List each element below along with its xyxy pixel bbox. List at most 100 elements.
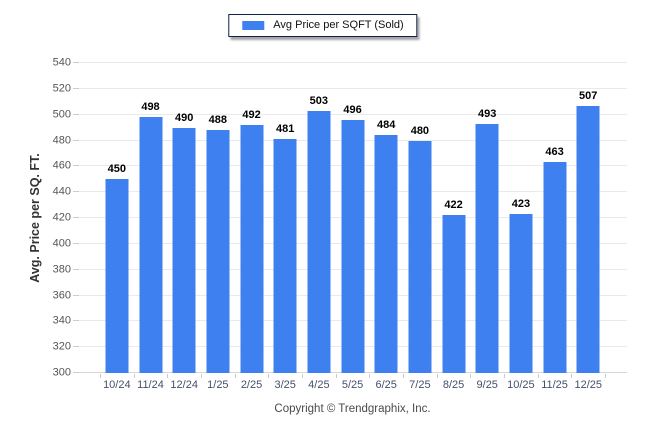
y-axis-tick-label: 460 (52, 159, 71, 172)
y-axis-tick-label: 440 (52, 185, 71, 198)
footer-text: Copyright © Trendgraphix, Inc. (274, 403, 431, 415)
bar-value-label: 498 (141, 101, 160, 114)
bar-slot: 423 (504, 63, 538, 373)
x-axis-tick-marks (100, 374, 606, 378)
y-axis-tick-mark (73, 113, 79, 115)
legend: Avg Price per SQFT (Sold) (228, 14, 418, 37)
bar-value-label: 493 (478, 107, 497, 120)
y-axis-tick-label: 380 (52, 263, 71, 276)
bar-slot: 496 (336, 63, 370, 373)
x-axis-tick-label: 2/25 (240, 379, 263, 391)
y-axis-tick-mark (73, 372, 79, 373)
bar-10/24 (105, 179, 129, 373)
y-axis-tick-label: 480 (52, 134, 71, 146)
x-axis-tick-mark (133, 374, 135, 378)
bar-slot: 490 (167, 63, 201, 373)
bar-slot: 484 (369, 63, 403, 373)
bar-slot: 492 (235, 63, 269, 373)
bar-5/25 (341, 119, 365, 373)
y-axis-tick-label: 540 (52, 56, 71, 69)
x-axis-tick-mark (369, 374, 371, 378)
y-axis-tick-label: 500 (52, 108, 71, 121)
y-axis-tick-labels: 300 320 340 360 380 400 420 440 460 480 500 520 540 (0, 57, 71, 378)
y-axis-tick-mark (73, 294, 79, 296)
x-axis-tick-label: 10/25 (507, 379, 535, 391)
x-axis-tick-label: 1/25 (207, 379, 229, 391)
y-axis-tick-mark (73, 62, 79, 63)
gridline (78, 113, 627, 115)
x-axis-tick-label: 7/25 (409, 379, 431, 391)
x-axis-tick-mark (571, 374, 573, 378)
x-axis-tick-label: 5/25 (341, 379, 364, 391)
bar-slot: 488 (201, 63, 235, 373)
bar-value-label: 484 (377, 119, 396, 132)
bar-slot: 503 (302, 63, 336, 373)
bars-container: 450 498 490 488 492 481 503 496 484 480 422 493 423 4… (100, 63, 605, 373)
x-axis-tick-label: 6/25 (375, 379, 397, 391)
x-axis-tick-label: 8/25 (442, 379, 465, 391)
y-axis-tick-mark (73, 242, 79, 244)
bar-slot: 507 (571, 63, 605, 373)
plot-area: 450 498 490 488 492 481 503 496 484 480 422 493 423 4… (73, 62, 627, 373)
bar-slot: 498 (134, 63, 168, 373)
y-axis-tick-mark (73, 139, 79, 141)
bar-slot: 422 (437, 63, 471, 373)
x-axis-tick-mark (605, 374, 606, 378)
x-axis-tick-mark (537, 374, 539, 378)
y-axis-tick-mark (73, 191, 79, 193)
x-axis-tick-mark (470, 374, 472, 378)
x-axis-tick-mark (504, 374, 505, 378)
legend-label: Avg Price per SQFT (Sold) (273, 19, 404, 31)
bar-12/25 (576, 105, 600, 373)
x-axis-tick-labels: 10/24 11/24 12/24 1/25 2/25 3/25 4/25 5/25 6/25 7… (100, 379, 605, 391)
bar-value-label: 490 (174, 111, 194, 124)
x-axis-tick-mark (403, 374, 404, 378)
bar-10/25 (509, 214, 533, 373)
bar-4/25 (307, 110, 331, 373)
y-axis-tick-mark (73, 320, 79, 322)
bar-value-label: 423 (511, 198, 531, 211)
y-axis-tick-label: 360 (52, 289, 71, 301)
y-axis-tick-label: 300 (52, 366, 71, 379)
x-axis-tick-mark (234, 374, 236, 378)
x-axis-tick-mark (167, 374, 169, 378)
bar-11/25 (543, 162, 567, 373)
bar-7/25 (408, 140, 432, 373)
bar-value-label: 481 (276, 123, 295, 136)
y-axis-tick-label: 340 (52, 314, 71, 327)
y-axis-tick-mark (73, 217, 79, 218)
y-axis-tick-label: 320 (52, 340, 71, 353)
bar-8/25 (442, 215, 466, 373)
bar-value-label: 496 (343, 103, 362, 116)
bar-3/25 (273, 139, 297, 373)
bar-12/24 (172, 127, 196, 373)
bar-6/25 (374, 135, 398, 373)
bar-slot: 493 (470, 63, 504, 373)
y-axis-tick-label: 400 (52, 237, 71, 250)
bar-11/24 (139, 117, 162, 373)
bar-value-label: 492 (242, 109, 261, 121)
bar-value-label: 463 (545, 146, 564, 159)
bar-9/25 (475, 123, 499, 373)
y-axis-tick-label: 420 (52, 211, 71, 224)
x-axis-tick-mark (302, 374, 303, 378)
y-axis-tick-mark (73, 87, 79, 89)
y-axis-tick-label: 520 (52, 82, 71, 95)
x-axis-tick-label: 11/25 (541, 379, 568, 391)
bar-slot: 480 (403, 63, 437, 373)
x-axis-tick-mark (268, 374, 270, 378)
x-axis-tick-mark (100, 374, 101, 378)
y-axis-tick-mark (73, 346, 79, 348)
bar-value-label: 480 (410, 124, 430, 137)
gridline (78, 87, 627, 89)
bar-slot: 450 (100, 63, 134, 373)
x-axis-tick-label: 12/24 (170, 379, 198, 391)
legend-swatch-icon (242, 20, 265, 30)
bar-value-label: 488 (208, 114, 228, 127)
y-axis-tick-mark (73, 268, 79, 270)
x-axis-tick-mark (335, 374, 337, 378)
x-axis-tick-label: 12/25 (574, 379, 602, 391)
x-axis-tick-mark (436, 374, 438, 378)
bar-value-label: 450 (107, 163, 127, 176)
